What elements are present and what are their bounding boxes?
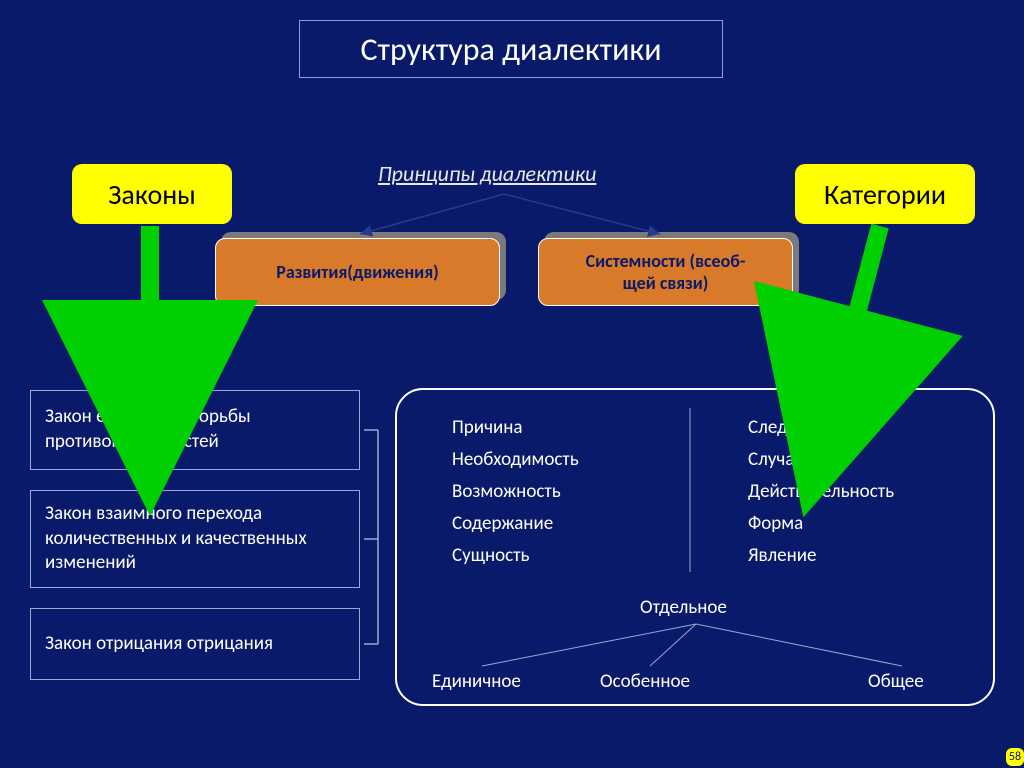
orange-development: Развития(движения) <box>215 238 500 306</box>
category-item: Содержание <box>452 512 553 535</box>
law-box-3: Закон отрицания отрицания <box>30 608 360 680</box>
title-box: Структура диалектики <box>299 20 723 78</box>
category-mid: Отдельное <box>640 596 727 619</box>
category-item: Необходимость <box>452 448 579 471</box>
page-number: 58 <box>1006 748 1024 766</box>
subtitle: Принципы диалектики <box>378 160 596 187</box>
page-number-text: 58 <box>1009 750 1021 764</box>
category-item: Форма <box>748 512 803 535</box>
category-item: Следствие <box>748 416 832 439</box>
yellow-categories: Категории <box>795 164 975 224</box>
law-3-text: Закон отрицания отрицания <box>45 632 273 657</box>
slide: Структура диалектики Принципы диалектики… <box>0 0 1024 768</box>
law-box-2: Закон взаимного перехода количественных … <box>30 490 360 588</box>
yellow-categories-label: Категории <box>824 177 946 212</box>
category-item: Возможность <box>452 480 561 503</box>
orange-development-label: Развития(движения) <box>276 261 439 284</box>
orange-systemicity-label: Системности (всеоб- щей связи) <box>586 250 746 295</box>
law-2-text: Закон взаимного перехода количественных … <box>45 502 345 576</box>
law-box-1: Закон единства и борьбы противоположност… <box>30 390 360 470</box>
category-item: Сущность <box>452 544 529 567</box>
category-bottom-item: Единичное <box>432 670 521 693</box>
yellow-laws: Законы <box>72 164 232 224</box>
law-1-text: Закон единства и борьбы противоположност… <box>45 405 345 454</box>
title-text: Структура диалектики <box>360 30 661 69</box>
category-bottom-item: Общее <box>868 670 924 693</box>
orange-systemicity: Системности (всеоб- щей связи) <box>538 238 793 306</box>
category-item: Причина <box>452 416 523 439</box>
category-item: Действительность <box>748 480 894 503</box>
yellow-laws-label: Законы <box>108 177 196 212</box>
category-item: Случайность <box>748 448 849 471</box>
category-bottom-item: Особенное <box>600 670 690 693</box>
category-item: Явление <box>748 544 817 567</box>
